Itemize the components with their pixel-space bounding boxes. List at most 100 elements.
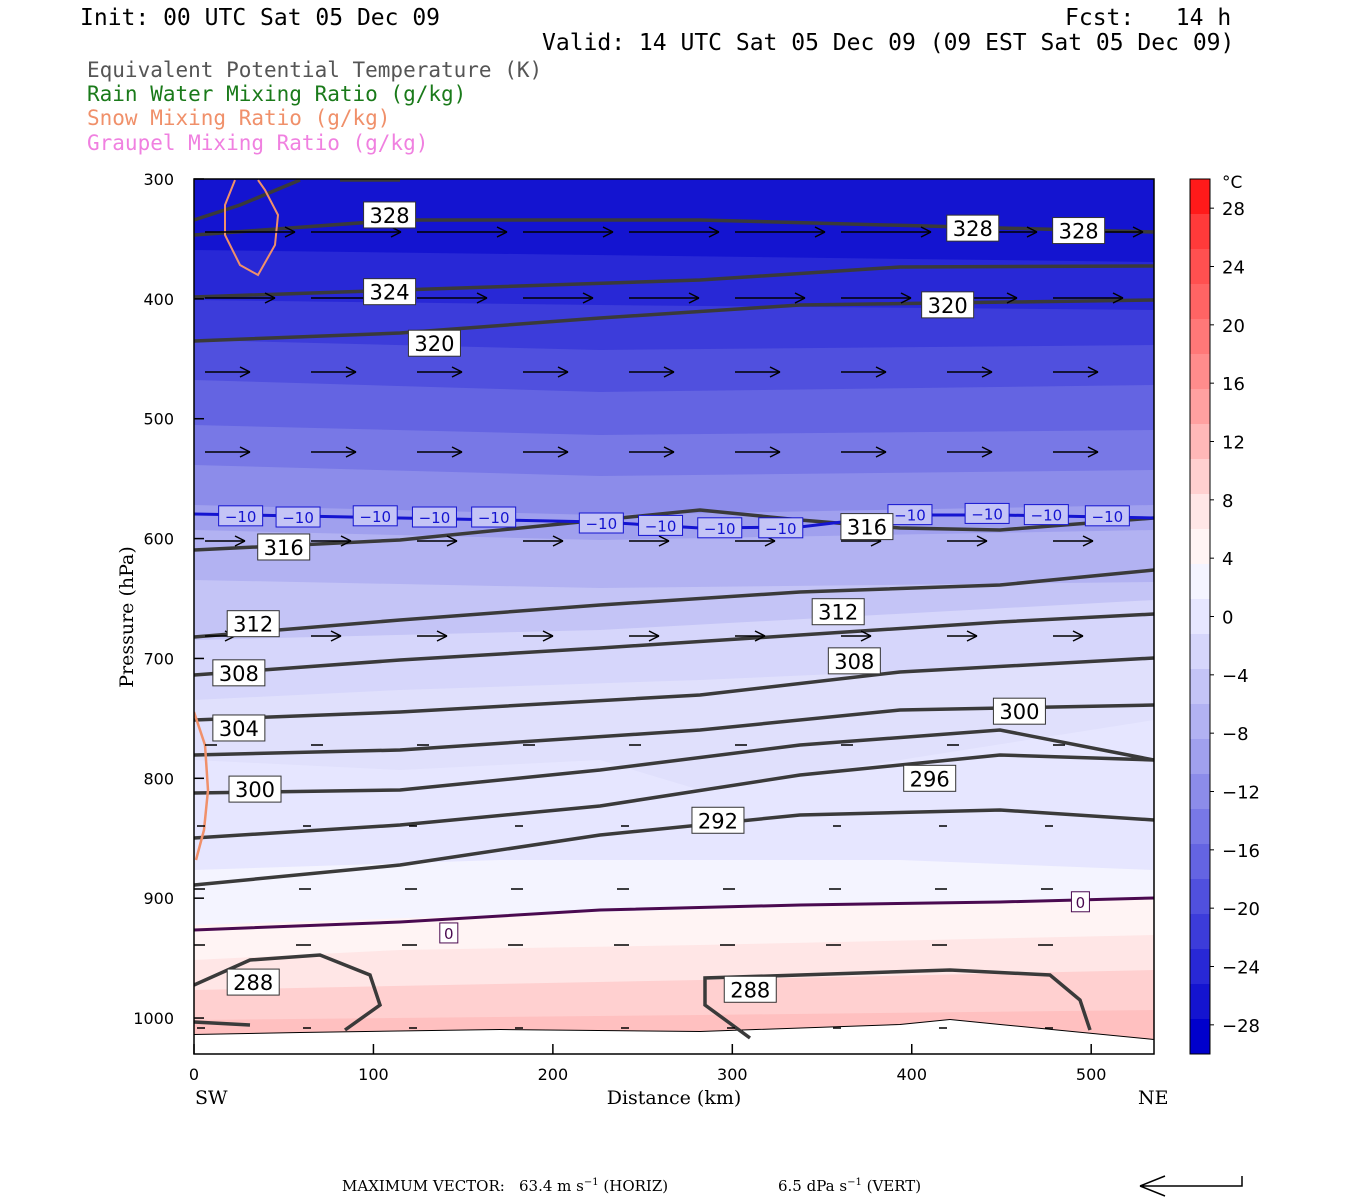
wind-vector-icon	[1053, 366, 1099, 378]
colorbar-swatch	[1190, 249, 1210, 285]
wind-vector-icon	[841, 630, 872, 642]
theta-e-label-box	[212, 659, 266, 687]
theta-e-label-box	[363, 278, 417, 306]
wind-vector-icon	[1053, 630, 1084, 642]
wind-vector-icon	[523, 535, 564, 547]
colorbar-tick-label: 8	[1222, 491, 1233, 512]
x-right-label: NE	[1138, 1087, 1169, 1109]
theta-e-contour	[194, 1020, 251, 1027]
wind-vector-icon	[205, 446, 251, 458]
isotherm-label: −10	[894, 507, 926, 525]
wind-vector-icon	[841, 226, 932, 238]
colorbar-swatch	[1190, 179, 1210, 215]
colorbar-swatch	[1190, 389, 1210, 425]
isotherm-label: 0	[444, 925, 454, 943]
theta-e-label: 300	[235, 778, 275, 802]
isotherm-label: 0	[1076, 894, 1086, 912]
colorbar-swatch	[1190, 739, 1210, 775]
wind-vector-icon	[417, 292, 488, 304]
isotherm-label-box	[352, 505, 398, 527]
theta-e-contour	[194, 753, 1154, 840]
wind-vector-icon	[523, 366, 569, 378]
isotherm-label: −10	[419, 509, 451, 527]
wind-vector-icon	[523, 292, 594, 304]
theta-e-label-box	[921, 291, 975, 319]
theta-e-label-box	[228, 775, 282, 803]
colorbar-tick-label: −8	[1222, 724, 1249, 745]
wind-vector-icon	[523, 446, 569, 458]
colorbar-swatch	[1190, 844, 1210, 880]
colorbar-swatch	[1190, 529, 1210, 565]
theta-e-label: 328	[953, 217, 993, 241]
colorbar-swatch	[1190, 984, 1210, 1020]
isotherm-label: −10	[225, 508, 257, 526]
wind-vector-icon	[311, 446, 357, 458]
theta-e-label-box	[212, 714, 266, 742]
wind-vector-icon	[523, 630, 554, 642]
theta-e-label: 300	[999, 700, 1039, 724]
isotherm-label: −10	[1031, 507, 1063, 525]
colorbar-tick-label: 4	[1222, 549, 1233, 570]
legend-graupel: Graupel Mixing Ratio (g/kg)	[87, 131, 429, 155]
theta-e-contour	[194, 568, 1154, 639]
colorbar-swatch	[1190, 634, 1210, 670]
theta-e-contour	[194, 264, 1154, 299]
theta-e-label: 328	[370, 204, 410, 228]
colorbar-swatch	[1190, 424, 1210, 460]
wind-vector-icon	[841, 366, 887, 378]
colorbar-swatch	[1190, 704, 1210, 740]
theta-e-contour	[194, 728, 1154, 795]
isotherm-label-box	[638, 514, 684, 536]
wind-vector-icon	[841, 292, 912, 304]
colorbar-swatch	[1190, 459, 1210, 495]
theta-e-label-box	[811, 598, 865, 626]
valid-time: Valid: 14 UTC Sat 05 Dec 09 (09 EST Sat …	[542, 30, 1235, 56]
colorbar-swatch	[1190, 914, 1210, 950]
theta-e-contour	[194, 218, 1154, 237]
wind-vector-icon	[629, 292, 700, 304]
colorbar-tick-label: 28	[1222, 199, 1245, 220]
isotherm-label: −10	[478, 509, 510, 527]
colorbar-swatch	[1190, 1019, 1210, 1055]
wind-vector-icon	[629, 535, 670, 547]
wind-vector-icon	[205, 292, 276, 304]
theta-e-label: 304	[219, 717, 259, 741]
forecast-hour: Fcst: 14 h	[1065, 5, 1232, 31]
theta-e-label-box	[827, 647, 881, 675]
isotherm-label: −10	[971, 505, 1003, 523]
y-tick-label: 1000	[133, 1009, 174, 1028]
isotherm-label: −10	[765, 520, 797, 538]
max-horiz-vector: 63.4 m s−1 (HORIZ)	[519, 1177, 669, 1195]
theta-e-label: 308	[219, 662, 259, 686]
snow-contour	[224, 179, 280, 277]
wind-vector-icon	[205, 226, 296, 238]
legend-theta-e: Equivalent Potential Temperature (K)	[87, 58, 543, 82]
theta-e-label: 324	[370, 281, 410, 305]
isotherm-label: −10	[282, 509, 314, 527]
isotherm-label-box	[411, 506, 457, 528]
colorbar-tick-label: −4	[1222, 666, 1249, 687]
colorbar-tick-label: −16	[1222, 841, 1260, 862]
x-axis-label: Distance (km)	[607, 1087, 742, 1109]
isotherm-label-box	[578, 512, 624, 534]
colorbar-swatch	[1190, 879, 1210, 915]
init-time: Init: 00 UTC Sat 05 Dec 09	[80, 5, 441, 31]
theta-e-label: 288	[233, 971, 273, 995]
x-tick-label: 300	[717, 1065, 748, 1084]
isotherm-0	[194, 896, 1154, 932]
isotherm-label: −10	[645, 517, 677, 535]
colorbar-swatch	[1190, 774, 1210, 810]
isotherm-label-box	[218, 505, 264, 527]
colorbar-swatch	[1190, 564, 1210, 600]
theta-e-contour	[194, 298, 1154, 343]
theta-e-label-box	[992, 697, 1046, 725]
wind-vector-icon	[629, 446, 675, 458]
isotherm-label: −10	[704, 520, 736, 538]
theta-e-label-box	[226, 968, 280, 996]
wind-vector-icon	[735, 292, 806, 304]
colorbar-tick-label: 12	[1222, 433, 1245, 454]
theta-e-label: 316	[847, 516, 887, 540]
wind-vector-icon	[629, 226, 720, 238]
theta-e-label-box	[257, 533, 311, 561]
wind-vector-icon	[947, 366, 993, 378]
